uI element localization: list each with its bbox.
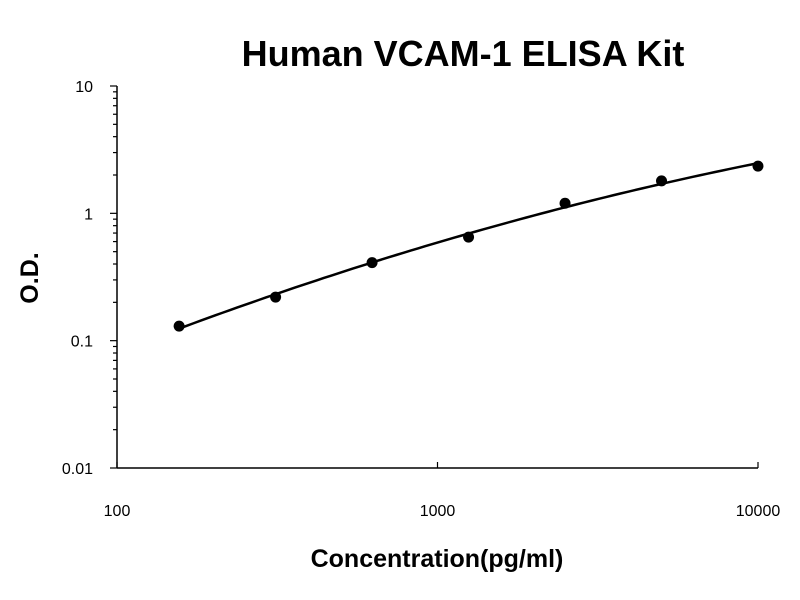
y-tick-label: 0.1	[71, 334, 93, 351]
fit-curve	[178, 161, 759, 330]
data-point	[656, 175, 668, 187]
data-point	[752, 160, 764, 172]
x-axis-label: Concentration(pg/ml)	[311, 545, 564, 573]
data-point	[270, 291, 282, 303]
data-point	[463, 231, 475, 243]
y-tick-label: 1	[84, 206, 93, 223]
y-axis-label: O.D.	[16, 252, 44, 303]
data-point	[173, 320, 185, 332]
y-tick-label: 0.01	[62, 461, 93, 478]
x-tick-label: 1000	[420, 503, 456, 520]
x-tick-label: 10000	[736, 503, 781, 520]
data-point	[559, 197, 571, 209]
data-point	[366, 257, 378, 269]
chart-title: Human VCAM-1 ELISA Kit	[242, 33, 685, 74]
x-tick-label: 100	[104, 503, 131, 520]
plot-area: 0.01 0.1 1 10 100 1000 10000	[62, 79, 780, 520]
y-tick-label: 10	[75, 79, 93, 96]
